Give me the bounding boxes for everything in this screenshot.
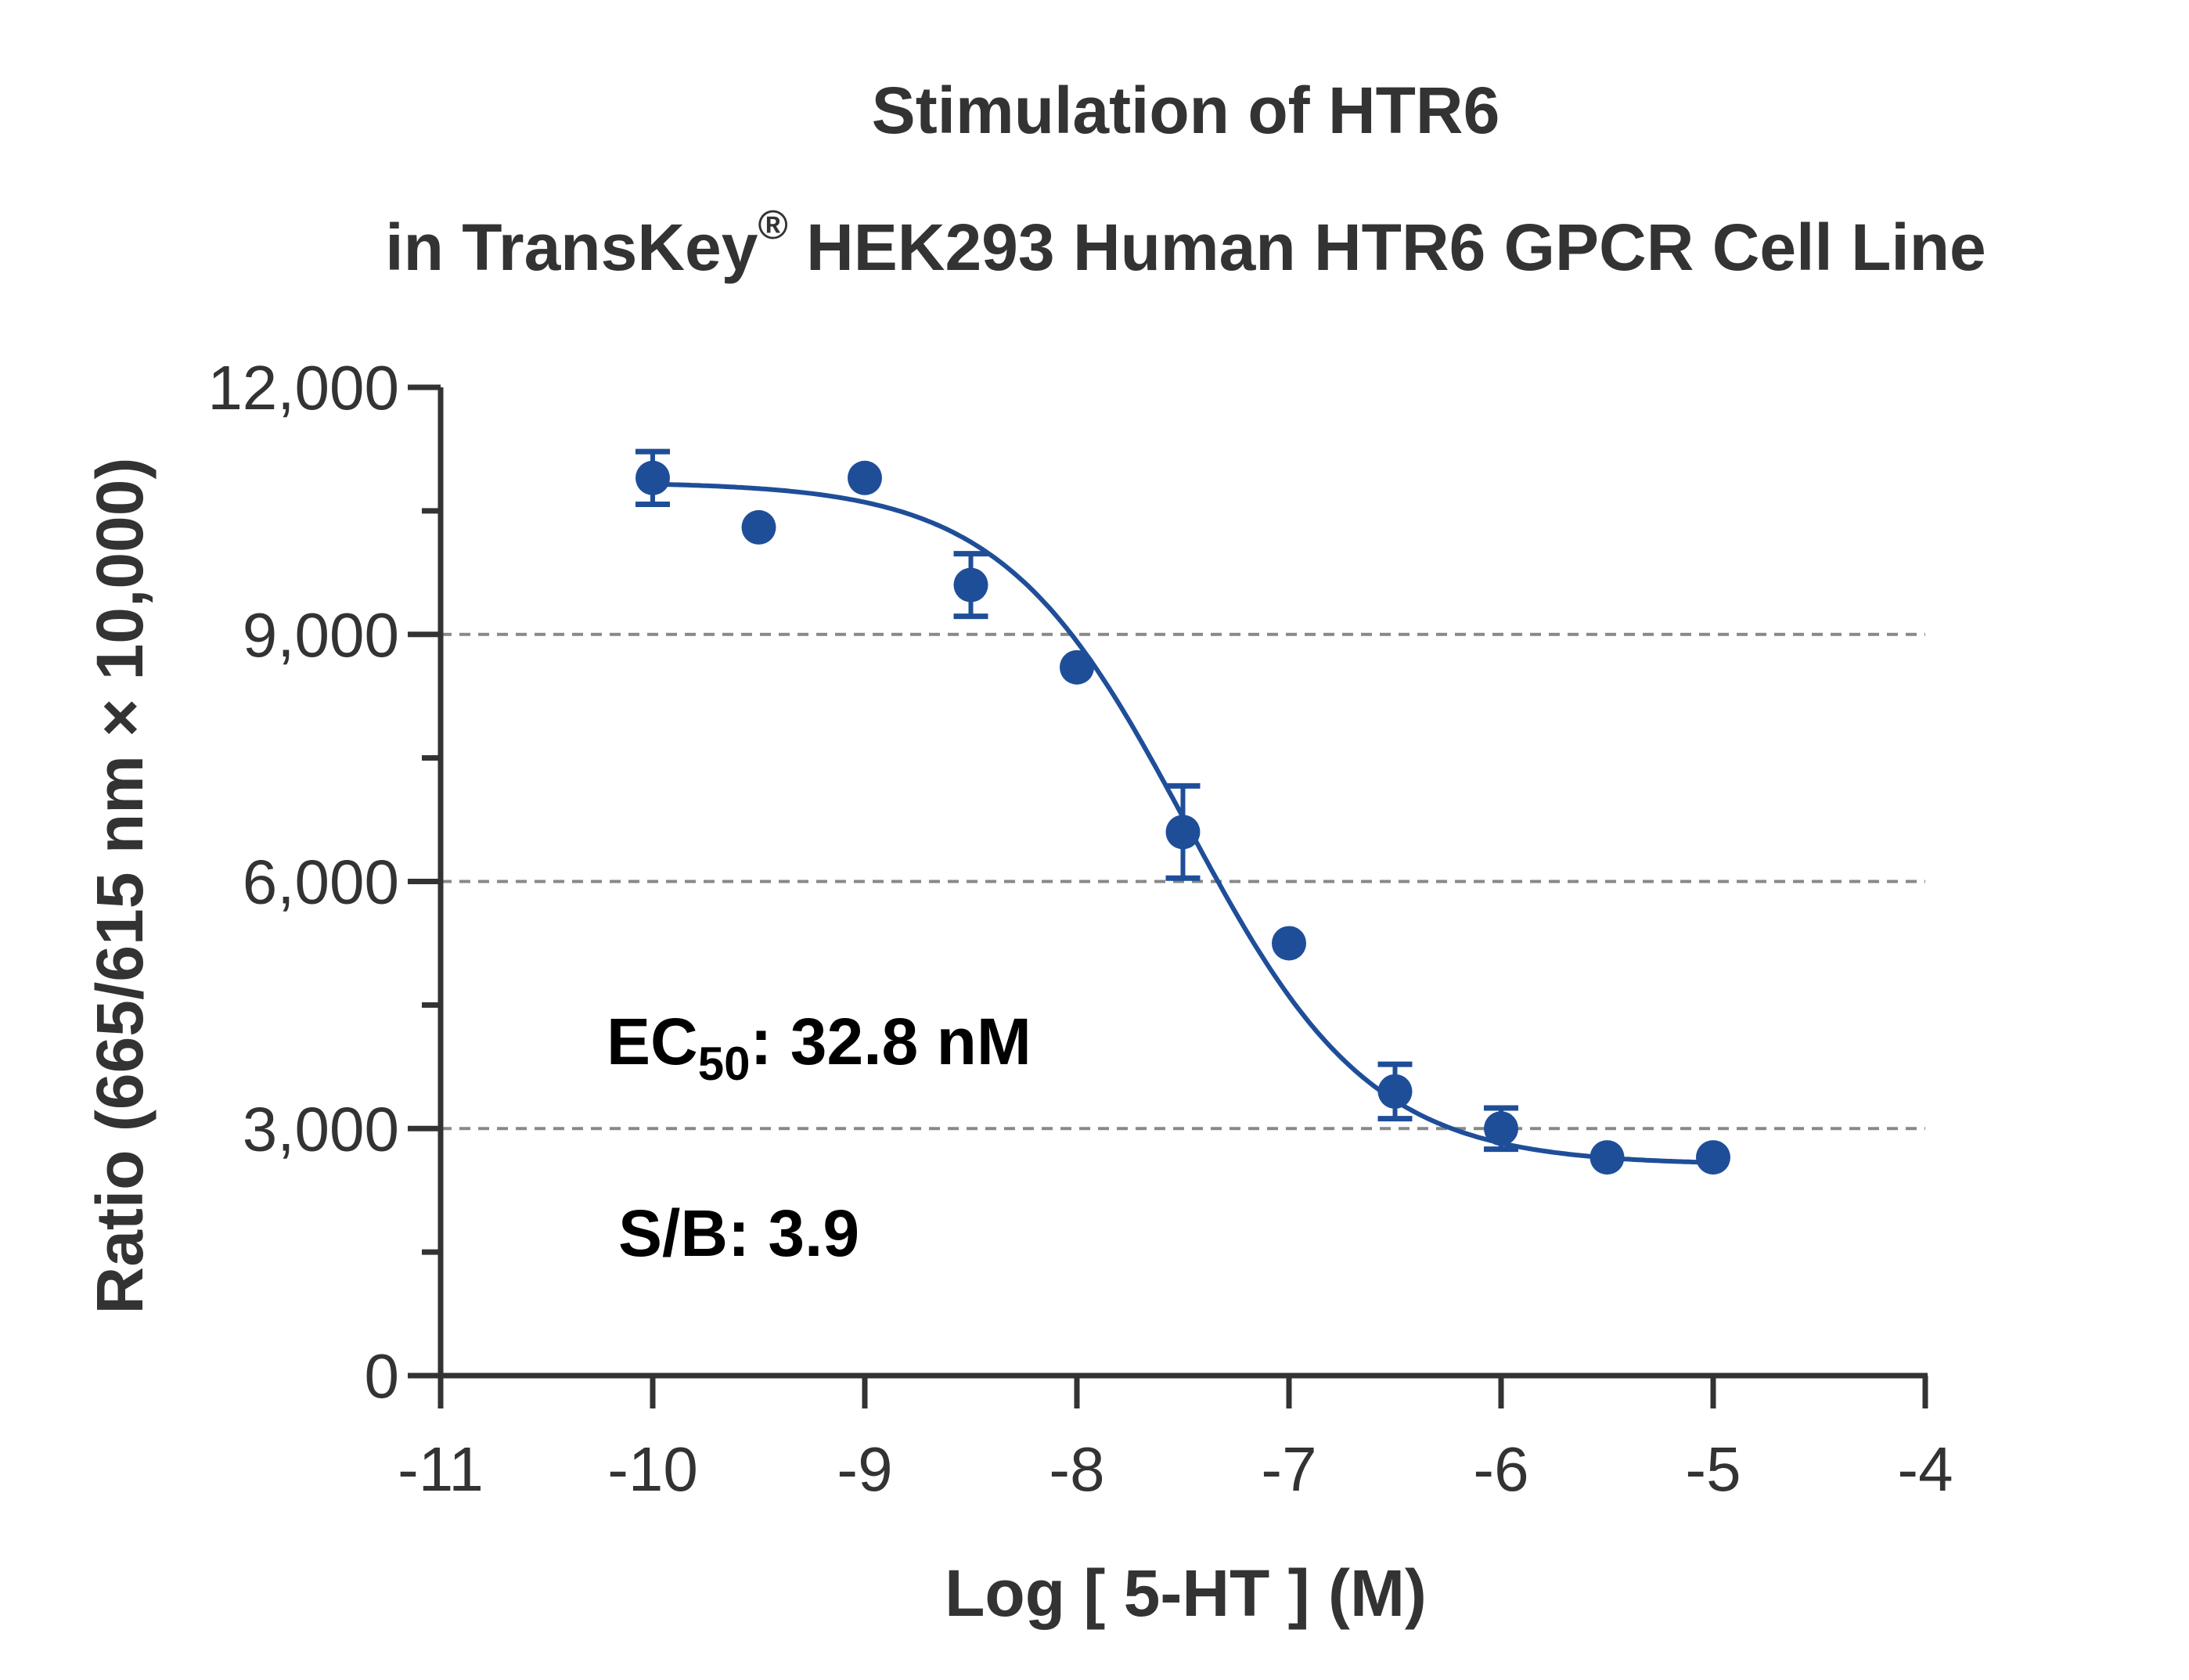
data-point <box>1272 926 1306 961</box>
x-tick-label: -7 <box>1261 1434 1316 1504</box>
data-point <box>1696 1140 1730 1175</box>
gridlines <box>441 632 1925 1131</box>
x-ticks: -11 -10 -9 -8 -7 -6 -5 -4 <box>398 1376 1953 1504</box>
y-tick-label: 3,000 <box>243 1094 399 1164</box>
data-point <box>953 567 988 603</box>
data-point <box>1165 815 1201 850</box>
data-point <box>635 460 670 495</box>
ec50-annotation: EC50: 32.8 nM <box>607 1005 1031 1090</box>
x-tick-label: -11 <box>398 1434 484 1504</box>
y-axis-label: Ratio (665/615 nm × 10,000) <box>83 458 157 1315</box>
data-point <box>741 509 776 545</box>
y-ticks: 0 3,000 6,000 9,000 12,000 <box>207 353 441 1411</box>
sb-annotation: S/B: 3.9 <box>618 1196 859 1270</box>
x-tick-label: -6 <box>1473 1434 1528 1504</box>
y-tick-label: 6,000 <box>243 847 399 917</box>
registered-mark: ® <box>758 203 787 248</box>
data-point <box>1484 1111 1518 1146</box>
x-axis-label: Log [ 5-HT ] (M) <box>945 1556 1427 1630</box>
y-tick-label: 0 <box>365 1341 400 1411</box>
chart-title: Stimulation of HTR6 <box>872 74 1500 147</box>
x-tick-label: -4 <box>1897 1434 1953 1504</box>
chart-subtitle: in TransKey® HEK293 Human HTR6 GPCR Cell… <box>385 203 1986 284</box>
x-tick-label: -10 <box>607 1434 698 1504</box>
x-tick-label: -8 <box>1049 1434 1104 1504</box>
error-bars <box>635 448 1518 1153</box>
data-points <box>635 460 1730 1175</box>
y-tick-label: 9,000 <box>243 600 399 670</box>
y-tick-label: 12,000 <box>207 353 399 423</box>
x-tick-label: -5 <box>1685 1434 1741 1504</box>
data-point <box>1060 649 1094 685</box>
data-point <box>1377 1074 1413 1109</box>
data-point <box>848 460 882 495</box>
x-tick-label: -9 <box>837 1434 892 1504</box>
data-point <box>1590 1140 1625 1175</box>
